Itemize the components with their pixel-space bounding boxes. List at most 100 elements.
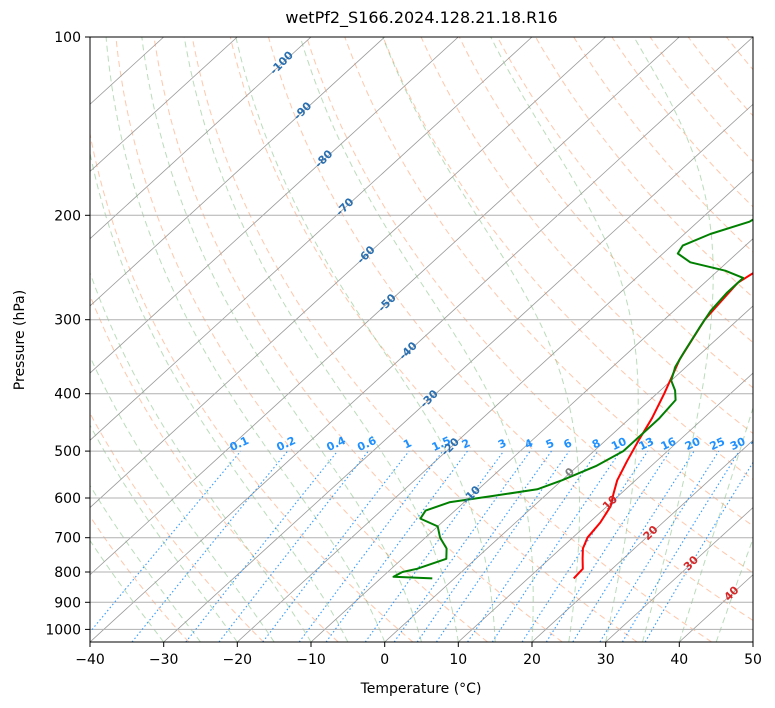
mixing-ratio-line	[298, 450, 444, 642]
mixing-ratio-line	[90, 450, 242, 633]
x-tick-label: −10	[296, 652, 326, 668]
moist-adiabat	[235, 37, 496, 642]
background-lines	[90, 37, 775, 642]
moist-adiabat	[90, 424, 238, 642]
isotherm-line	[90, 37, 385, 307]
mixing-ratio-line	[416, 450, 552, 642]
moist-adiabat	[299, 37, 534, 642]
y-tick-label: 500	[54, 444, 81, 460]
mixing-ratio-label: 30	[728, 435, 748, 453]
moist-adiabat	[715, 537, 753, 642]
moist-adiabat	[90, 271, 312, 642]
mixing-ratio-line	[467, 450, 599, 642]
dry-adiabat	[90, 412, 264, 642]
mixing-ratio-label: 5	[544, 436, 556, 451]
isotherm-line	[237, 170, 753, 642]
mixing-ratio-line	[364, 450, 505, 642]
plot-frame	[89, 36, 754, 643]
mixing-ratio-label: 25	[708, 435, 727, 453]
dry-adiabat	[306, 37, 753, 574]
y-tick-label: 300	[54, 313, 81, 329]
isotherm-line	[90, 37, 459, 374]
dry-adiabat	[90, 131, 414, 642]
line-labels: 0.1 0.2 0.4 0.6 1 1.5 2 3 4 5 6 8 10 13 16 20 25 30 36-100…	[228, 48, 769, 603]
isotherm-line	[384, 305, 753, 642]
mixing-ratio-label: 36	[749, 435, 769, 453]
mixing-ratio-line	[262, 450, 410, 642]
mixing-ratio-label: 13	[637, 435, 656, 453]
isotherm-line	[90, 37, 312, 240]
mixing-ratio-label: 8	[590, 436, 602, 451]
isotherm-line	[458, 372, 753, 642]
dry-adiabat	[611, 37, 753, 208]
isotherm-line	[90, 37, 533, 441]
mixing-ratio-line	[393, 450, 531, 642]
dry-adiabat	[649, 37, 753, 163]
moist-adiabat	[490, 37, 639, 642]
isotherm-line	[163, 103, 753, 642]
dry-adiabat	[687, 37, 753, 117]
mixing-ratio-label: 6	[562, 436, 575, 451]
y-tick-label: 200	[54, 208, 81, 224]
series-group	[392, 218, 753, 580]
dry-adiabat	[496, 37, 753, 344]
mixing-ratio-line	[644, 461, 753, 642]
mixing-ratio-line	[572, 450, 695, 642]
dry-adiabat	[382, 37, 753, 481]
moist-adiabat	[90, 355, 275, 642]
y-axis-label: Pressure (hPa)	[12, 290, 28, 390]
dry-adiabat	[420, 37, 753, 435]
isotherm-line	[752, 641, 753, 642]
mixing-ratio-label: 3	[496, 436, 508, 451]
dry-adiabat	[191, 37, 638, 642]
y-tick-label: 400	[54, 387, 81, 403]
chart-title: wetPf2_S166.2024.128.21.18.R16	[285, 8, 558, 27]
x-tick-label: −40	[75, 652, 105, 668]
moist-adiabat	[678, 405, 753, 642]
axes: −40 −30 −20 −10 0 10 20 30 40 50 100 200 300 400 500 60…	[45, 30, 762, 668]
x-tick-label: −30	[149, 652, 179, 668]
y-tick-label: 900	[54, 595, 81, 611]
moist-adiabat	[633, 37, 714, 642]
mixing-ratio-label: 16	[659, 435, 679, 453]
x-tick-label: −20	[223, 652, 253, 668]
isotherm-line	[90, 37, 238, 172]
dry-adiabat	[344, 37, 753, 527]
mixing-ratio-line	[621, 450, 740, 642]
y-tick-label: 1000	[45, 622, 81, 638]
isotherm-line	[531, 439, 753, 642]
mixing-ratio-line	[218, 450, 369, 642]
x-tick-label: 30	[597, 652, 615, 668]
moist-adiabat	[752, 640, 753, 642]
x-tick-label: 40	[670, 652, 688, 668]
mixing-ratio-line	[131, 450, 289, 642]
dewpoint-profile-line	[392, 218, 753, 580]
dry-adiabat	[726, 37, 753, 71]
moist-adiabat	[183, 37, 459, 642]
mixing-ratio-label: 1	[401, 436, 413, 451]
moist-adiabat	[141, 37, 422, 642]
dry-adiabat	[153, 37, 563, 642]
isotherm-line	[90, 37, 606, 509]
moist-adiabat	[105, 37, 386, 642]
dry-adiabat	[90, 515, 190, 642]
dry-adiabat	[229, 37, 712, 642]
dry-adiabat	[458, 37, 753, 389]
dry-adiabat	[90, 293, 339, 642]
isotherm-line	[310, 238, 753, 642]
x-axis-label: Temperature (°C)	[360, 681, 482, 697]
mixing-ratio-line	[435, 450, 570, 642]
x-tick-label: 50	[744, 652, 762, 668]
x-tick-label: 0	[380, 652, 389, 668]
dry-adiabat	[535, 37, 753, 298]
y-tick-label: 600	[54, 491, 81, 507]
x-tick-label: 20	[523, 652, 541, 668]
isotherm-line	[90, 37, 753, 642]
mixing-ratio-label: 10	[609, 435, 629, 453]
isotherm-line	[605, 507, 753, 642]
dry-adiabat	[765, 37, 775, 642]
y-tick-label: 800	[54, 565, 81, 581]
dry-adiabat	[268, 37, 753, 622]
